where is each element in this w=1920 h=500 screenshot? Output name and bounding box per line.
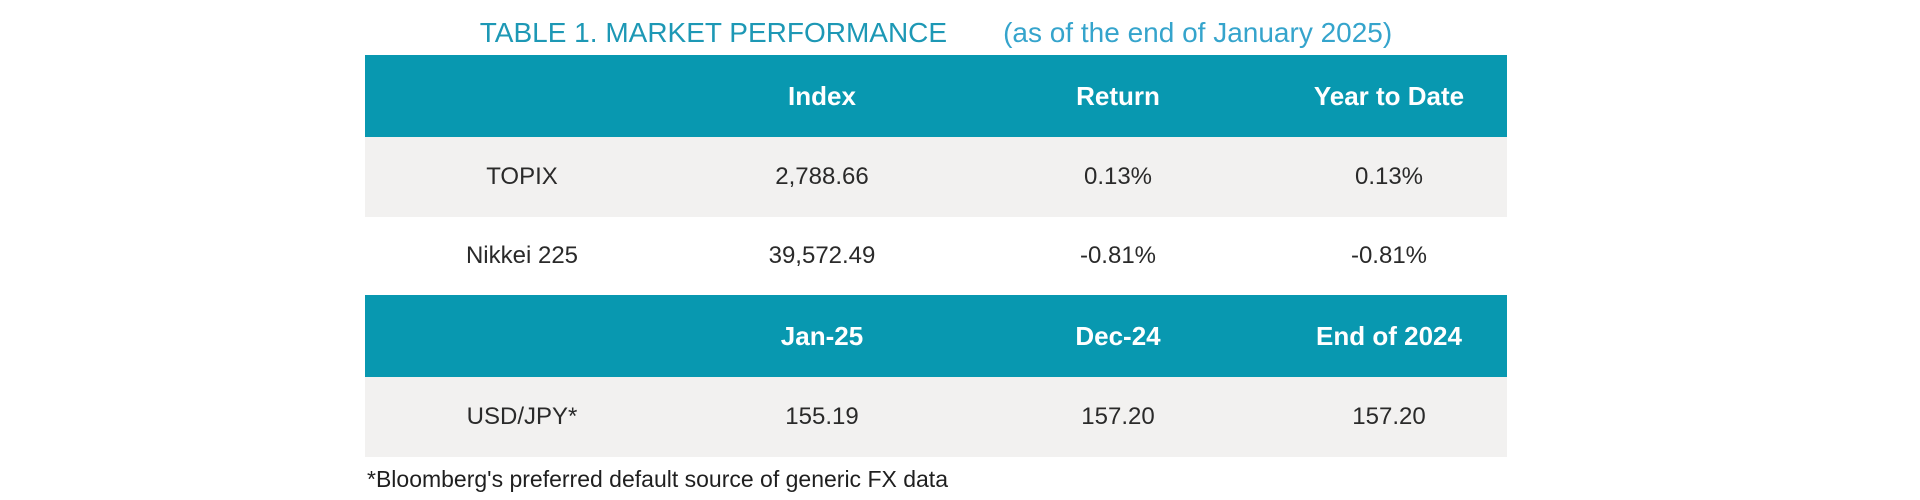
fx-header-cell-end-of-2024: End of 2024 bbox=[1316, 320, 1462, 351]
header-cell-index: Index bbox=[788, 80, 856, 111]
fx-header-cell-dec-24: Dec-24 bbox=[1075, 320, 1161, 351]
row-label-nikkei-225: Nikkei 225 bbox=[465, 242, 579, 269]
topix-ytd-value: 0.13% bbox=[1354, 163, 1424, 190]
fx-header-row: Jan-25 Dec-24 End of 2024 bbox=[365, 295, 1507, 377]
index-header-row: Index Return Year to Date bbox=[365, 55, 1507, 137]
row-label-topix: TOPIX bbox=[486, 163, 558, 190]
table-row-usdjpy: USD/JPY* 155.19 157.20 157.20 bbox=[365, 377, 1507, 457]
table-title-main: TABLE 1. MARKET PERFORMANCE bbox=[479, 17, 948, 48]
table-title: TABLE 1. MARKET PERFORMANCE (as of the en… bbox=[365, 16, 1507, 50]
header-cell-return: Return bbox=[1076, 80, 1160, 111]
footnote: *Bloomberg's preferred default source of… bbox=[367, 466, 948, 492]
row-label-usdjpy: USD/JPY* bbox=[466, 403, 578, 430]
nikkei-index-value: 39,572.49 bbox=[768, 242, 876, 269]
usdjpy-dec-24-value: 157.20 bbox=[1081, 403, 1155, 430]
table-row-nikkei-225: Nikkei 225 39,572.49 -0.81% -0.81% bbox=[365, 217, 1507, 295]
header-cell-year-to-date: Year to Date bbox=[1313, 80, 1465, 111]
table-row-topix: TOPIX 2,788.66 0.13% 0.13% bbox=[365, 137, 1507, 217]
topix-return-value: 0.13% bbox=[1083, 163, 1153, 190]
market-performance-table: Index Return Year to Date TOPIX 2,788.66… bbox=[365, 55, 1507, 457]
usdjpy-jan-25-value: 155.19 bbox=[785, 403, 859, 430]
topix-index-value: 2,788.66 bbox=[775, 163, 869, 190]
nikkei-return-value: -0.81% bbox=[1079, 242, 1157, 269]
fx-header-cell-jan-25: Jan-25 bbox=[780, 320, 864, 351]
table-title-subtitle: (as of the end of January 2025) bbox=[1003, 17, 1393, 48]
nikkei-ytd-value: -0.81% bbox=[1350, 242, 1428, 269]
usdjpy-end-of-2024-value: 157.20 bbox=[1352, 403, 1426, 430]
